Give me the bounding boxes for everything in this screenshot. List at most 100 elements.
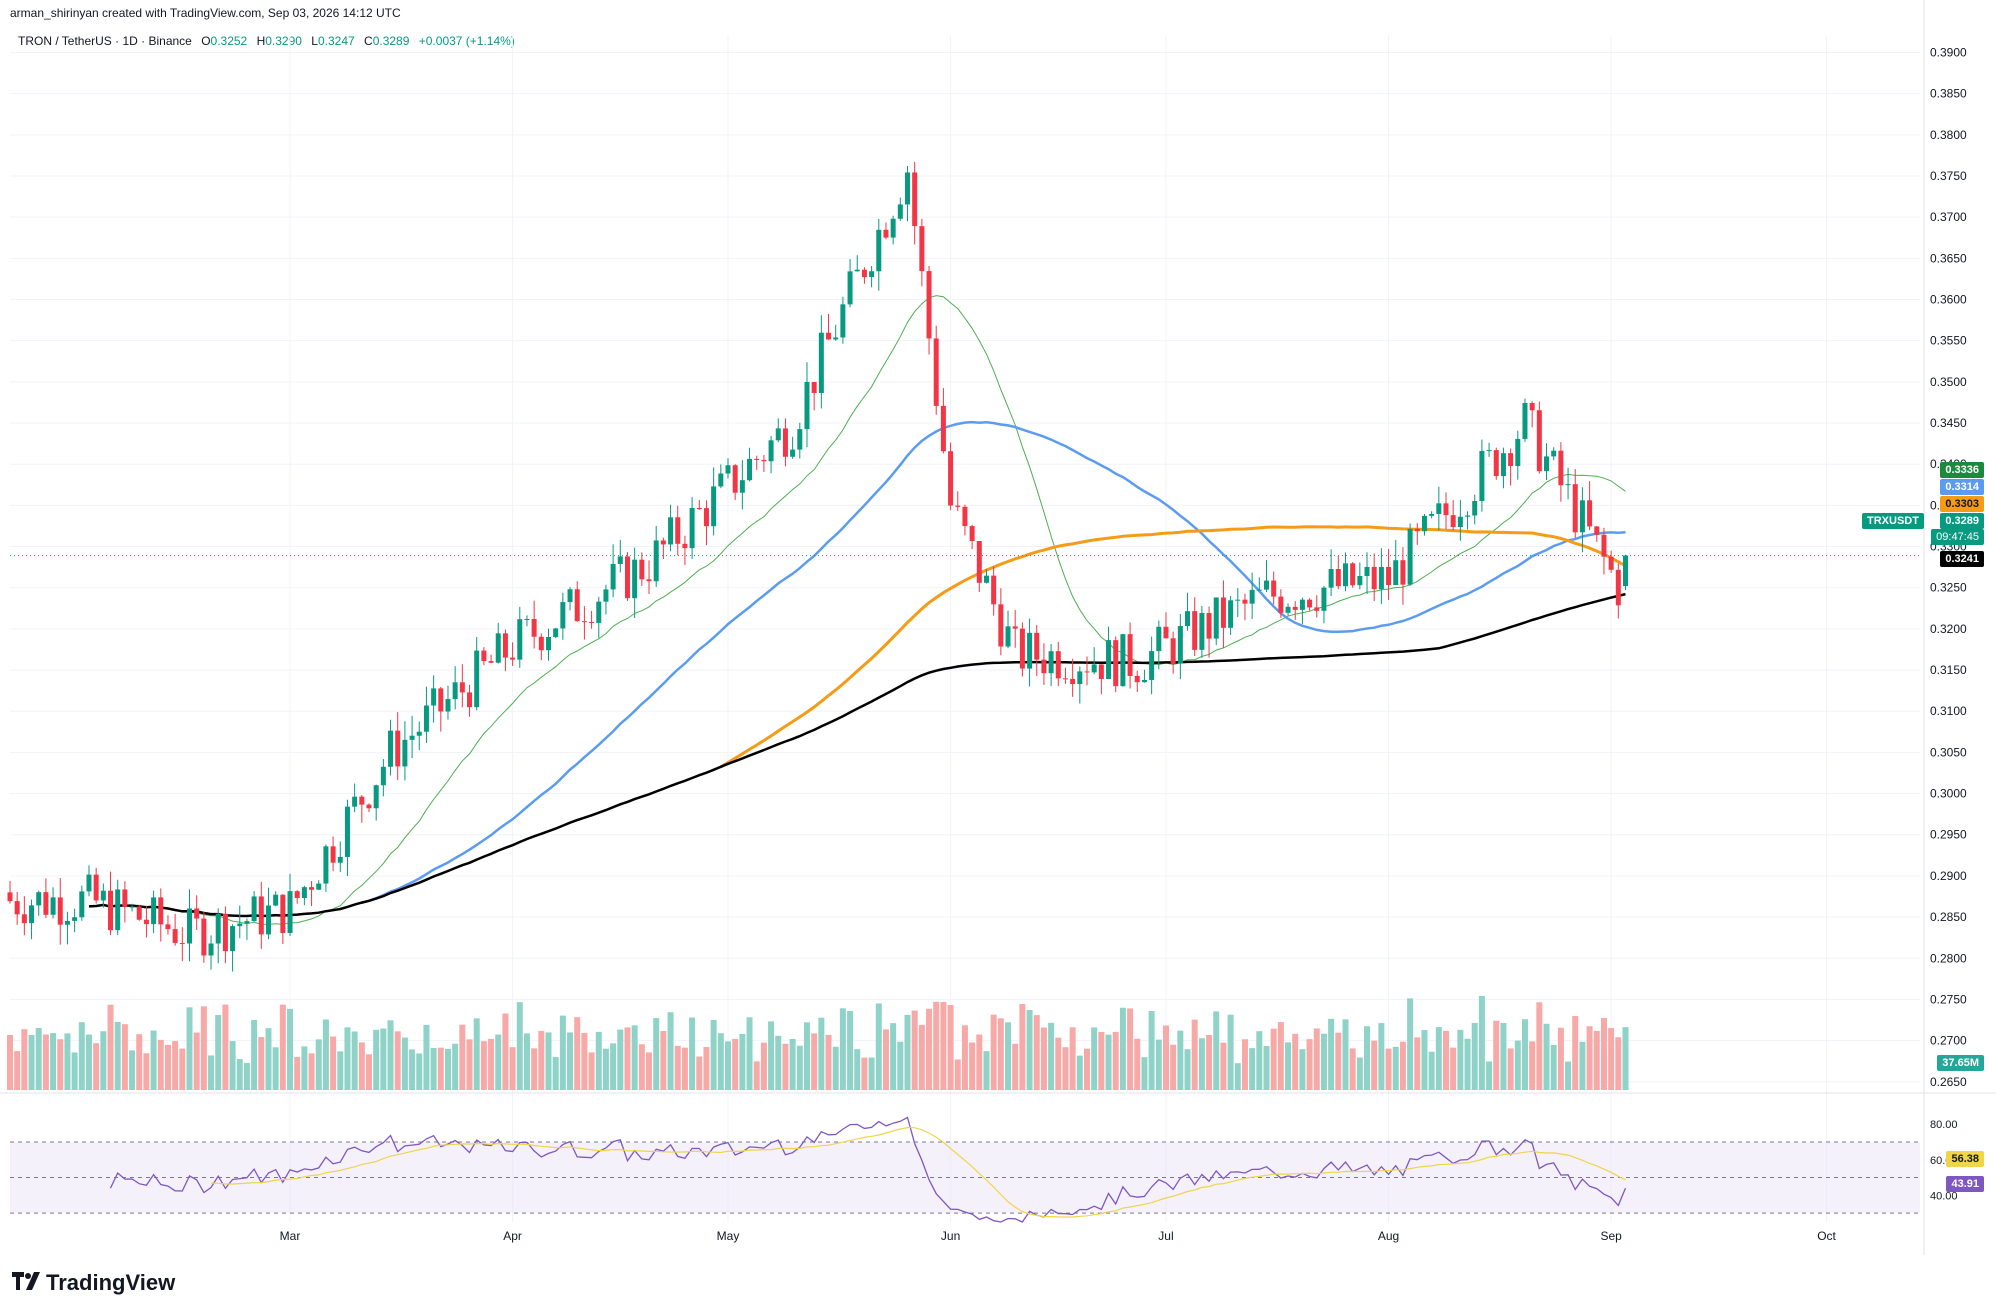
- price-tick-label: 0.2800: [1930, 951, 1967, 965]
- volume-bar: [516, 1002, 523, 1090]
- candle-body: [1185, 611, 1191, 627]
- candle-body: [1551, 450, 1557, 457]
- volume-bar: [1012, 1043, 1019, 1090]
- candle-body: [1177, 626, 1183, 664]
- candle-body: [1601, 534, 1607, 557]
- volume-bar: [1098, 1031, 1105, 1090]
- volume-bar: [373, 1029, 380, 1090]
- candle-body: [1421, 515, 1427, 532]
- candle-body: [646, 579, 652, 582]
- volume-bar: [229, 1041, 236, 1090]
- volume-bar: [997, 1018, 1004, 1090]
- candle-body: [524, 619, 530, 621]
- candle-body: [1544, 456, 1550, 472]
- volume-bar: [1557, 1027, 1564, 1090]
- candle-body: [273, 894, 279, 906]
- volume-bar: [279, 1004, 286, 1090]
- candle-body: [1307, 599, 1313, 608]
- candle-body: [639, 559, 645, 580]
- rsi-ma-tag: 56.38: [1946, 1151, 1984, 1167]
- volume-bar: [1543, 1023, 1550, 1090]
- candle-body: [589, 621, 595, 623]
- candle-body: [1120, 634, 1126, 687]
- volume-bar: [531, 1048, 538, 1090]
- price-tick-label: 0.3500: [1930, 375, 1967, 389]
- candle-body: [912, 172, 918, 227]
- candle-body: [1134, 675, 1140, 683]
- change-value: +0.0037 (+1.14%): [418, 34, 515, 48]
- candle-body: [1615, 569, 1621, 606]
- tradingview-logo[interactable]: TradingView: [12, 1270, 175, 1296]
- symbol-name[interactable]: TRON / TetherUS · 1D · Binance: [18, 34, 192, 48]
- volume-bar: [1127, 1008, 1134, 1090]
- volume-bar: [380, 1028, 387, 1090]
- price-tick-label: 0.2900: [1930, 869, 1967, 883]
- volume-bar: [581, 1032, 588, 1090]
- candle-body: [445, 699, 451, 712]
- price-tick-label: 0.3700: [1930, 210, 1967, 224]
- candle-body: [1170, 638, 1176, 664]
- volume-bar: [1572, 1016, 1579, 1090]
- volume-bar: [1335, 1032, 1342, 1090]
- candle-body: [72, 917, 78, 921]
- volume-bar: [236, 1059, 243, 1090]
- candle-body: [955, 505, 961, 507]
- candle-body: [93, 874, 99, 901]
- volume-bar: [78, 1022, 85, 1090]
- volume-bar: [21, 1029, 28, 1090]
- candle-body: [366, 804, 372, 809]
- price-tick-label: 0.2850: [1930, 910, 1967, 924]
- volume-bar: [1421, 1030, 1428, 1090]
- volume-bar: [308, 1053, 315, 1090]
- volume-bar: [854, 1049, 861, 1090]
- volume-bar: [1270, 1028, 1277, 1090]
- candle-body: [388, 730, 394, 767]
- volume-bar: [193, 1032, 200, 1090]
- candle-body: [703, 508, 709, 527]
- volume-bar: [990, 1014, 997, 1090]
- ma-50-line: [361, 420, 1626, 904]
- candle-body: [1027, 632, 1033, 669]
- rsi-line: [109, 1116, 1627, 1223]
- candle-body: [1292, 606, 1298, 610]
- volume-bar: [1313, 1028, 1320, 1090]
- volume-bar: [157, 1039, 164, 1090]
- candle-body: [481, 650, 487, 662]
- volume-bar: [251, 1020, 258, 1090]
- volume-bar: [1048, 1022, 1055, 1090]
- open-label: O: [201, 34, 211, 48]
- volume-bar: [480, 1041, 487, 1090]
- time-tick-label: Mar: [280, 1229, 301, 1243]
- candle-body: [474, 650, 480, 708]
- time-tick-label: May: [717, 1229, 740, 1243]
- candle-body: [201, 918, 207, 956]
- volume-bar: [1227, 1014, 1234, 1090]
- volume-bar: [423, 1024, 430, 1090]
- candle-body: [1127, 634, 1133, 676]
- candle-body: [100, 890, 106, 901]
- candle-body: [962, 506, 968, 527]
- candle-body: [1264, 580, 1269, 590]
- volume-bar: [847, 1010, 854, 1090]
- volume-bar: [710, 1020, 717, 1090]
- candle-body: [775, 428, 781, 441]
- price-tick-label: 0.3250: [1930, 581, 1967, 595]
- volume-bar: [93, 1043, 100, 1090]
- volume-bar: [753, 1061, 760, 1090]
- volume-bar: [839, 1008, 846, 1090]
- candle-body: [1450, 515, 1456, 528]
- volume-tag: 37.65M: [1937, 1055, 1984, 1071]
- volume-bar: [71, 1052, 78, 1090]
- volume-bar: [1443, 1030, 1449, 1090]
- candle-body: [309, 887, 315, 890]
- candle-body: [890, 218, 896, 238]
- candle-body: [352, 796, 358, 807]
- volume-bar: [703, 1047, 710, 1090]
- ma-green-tag: 0.3336: [1940, 462, 1984, 478]
- volume-bar: [911, 1010, 918, 1090]
- volume-bar: [1033, 1015, 1040, 1090]
- candle-body: [21, 914, 27, 924]
- volume-bar: [1220, 1042, 1227, 1090]
- volume-bar: [1191, 1019, 1198, 1090]
